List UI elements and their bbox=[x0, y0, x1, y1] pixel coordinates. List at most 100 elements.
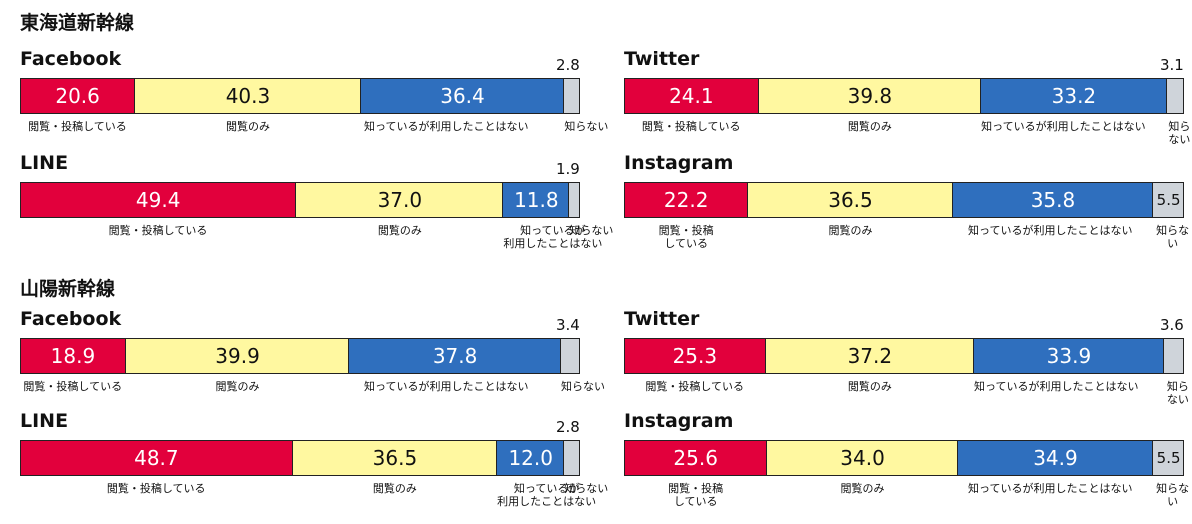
segment-label: 知っているが利用したことはない bbox=[364, 120, 529, 133]
value-label: 11.8 bbox=[514, 188, 559, 212]
bar-segment bbox=[564, 440, 580, 476]
value-label: 22.2 bbox=[663, 188, 709, 212]
bar-segment bbox=[1166, 78, 1184, 114]
segment-label: 閲覧のみ bbox=[828, 224, 873, 237]
segment-label: 知っているが利用したことはない bbox=[974, 380, 1139, 393]
bar-segment bbox=[20, 78, 136, 114]
value-label: 37.0 bbox=[377, 188, 423, 212]
segment-label: 知らない bbox=[1156, 482, 1190, 508]
chart-title: Instagram bbox=[624, 410, 734, 432]
value-label: 40.3 bbox=[225, 84, 271, 108]
bar-segment bbox=[624, 182, 749, 218]
bar-segment bbox=[981, 78, 1167, 114]
segment-label: 知らない bbox=[1166, 380, 1189, 406]
value-label: 3.6 bbox=[1160, 316, 1184, 334]
bar-segment bbox=[292, 440, 498, 476]
bar-segment bbox=[349, 338, 561, 374]
bar-segment bbox=[296, 182, 504, 218]
segment-label: 知っているが利用したことはない bbox=[981, 120, 1146, 133]
segment-label: 知っているが利用したことはない bbox=[364, 380, 529, 393]
bar-segment bbox=[20, 182, 297, 218]
bar-segment bbox=[758, 78, 982, 114]
value-label: 3.1 bbox=[1160, 56, 1184, 74]
segment-label: 知っているが 利用したことはない bbox=[503, 224, 603, 250]
segment-label: 閲覧のみ bbox=[215, 380, 260, 393]
chart-title: Facebook bbox=[20, 308, 122, 330]
bar-segment bbox=[20, 338, 126, 374]
segment-label: 閲覧のみ bbox=[847, 120, 892, 133]
bar-segment bbox=[497, 440, 565, 476]
bar-segment bbox=[624, 338, 766, 374]
segment-label: 閲覧・投稿している bbox=[641, 120, 741, 133]
section-title: 東海道新幹線 bbox=[20, 12, 135, 34]
value-label: 20.6 bbox=[55, 84, 100, 108]
value-label: 36.5 bbox=[372, 446, 418, 470]
value-label: 2.8 bbox=[556, 418, 580, 436]
value-label: 37.8 bbox=[432, 344, 478, 368]
value-label: 39.9 bbox=[215, 344, 260, 368]
bar-segment bbox=[135, 78, 361, 114]
segment-label: 閲覧・投稿している bbox=[108, 224, 208, 237]
bar-segment bbox=[503, 182, 570, 218]
value-label: 34.0 bbox=[840, 446, 885, 470]
value-label: 2.8 bbox=[556, 56, 580, 74]
segment-label: 閲覧のみ bbox=[372, 482, 417, 495]
value-label: 37.2 bbox=[847, 344, 893, 368]
bar-segment bbox=[1153, 440, 1184, 476]
value-label: 39.8 bbox=[847, 84, 893, 108]
value-label: 1.9 bbox=[556, 160, 580, 178]
value-label: 3.4 bbox=[556, 316, 580, 334]
segment-label: 閲覧・投稿している bbox=[106, 482, 206, 495]
segment-label: 閲覧のみ bbox=[840, 482, 885, 495]
value-label: 48.7 bbox=[134, 446, 179, 470]
value-label: 36.4 bbox=[440, 84, 485, 108]
value-label: 12.0 bbox=[508, 446, 553, 470]
bar-segment bbox=[624, 78, 759, 114]
bar-segment bbox=[560, 338, 580, 374]
bar-segment bbox=[569, 182, 580, 218]
value-label: 33.9 bbox=[1046, 344, 1092, 368]
chart-title: LINE bbox=[20, 410, 69, 432]
bar-segment bbox=[20, 440, 293, 476]
value-label: 25.3 bbox=[672, 344, 718, 368]
chart-title: LINE bbox=[20, 152, 69, 174]
segment-label: 閲覧・投稿している bbox=[645, 380, 744, 393]
segment-label: 閲覧・投稿している bbox=[28, 120, 127, 133]
bar-segment bbox=[748, 182, 953, 218]
value-label: 5.5 bbox=[1156, 191, 1181, 209]
segment-label: 知らない bbox=[1168, 120, 1191, 146]
segment-label: 知っているが利用したことはない bbox=[968, 482, 1133, 495]
bar-segment bbox=[360, 78, 565, 114]
bar-segment bbox=[1153, 182, 1184, 218]
segment-label: 閲覧のみ bbox=[377, 224, 422, 237]
chart-title: Twitter bbox=[624, 48, 700, 70]
bar-segment bbox=[765, 338, 974, 374]
chart-title: Facebook bbox=[20, 48, 122, 70]
bar-segment bbox=[957, 440, 1154, 476]
bar-segment bbox=[974, 338, 1164, 374]
segment-label: 知らない bbox=[560, 380, 605, 393]
bar-segment bbox=[767, 440, 958, 476]
bar-segment bbox=[564, 78, 580, 114]
value-label: 25.6 bbox=[673, 446, 718, 470]
value-label: 18.9 bbox=[50, 344, 96, 368]
segment-label: 閲覧のみ bbox=[225, 120, 270, 133]
segment-label: 閲覧・投稿 している bbox=[668, 482, 724, 508]
chart-title: Twitter bbox=[624, 308, 700, 330]
segment-label: 知っているが利用したことはない bbox=[968, 224, 1133, 237]
segment-label: 知っているが 利用したことはない bbox=[497, 482, 597, 508]
value-label: 35.8 bbox=[1030, 188, 1076, 212]
segment-label: 知らない bbox=[564, 120, 609, 133]
value-label: 24.1 bbox=[669, 84, 714, 108]
segment-label: 知らない bbox=[1156, 224, 1190, 250]
segment-label: 閲覧のみ bbox=[847, 380, 892, 393]
value-label: 49.4 bbox=[135, 188, 181, 212]
segment-label: 知らない bbox=[569, 224, 614, 237]
segment-label: 知らない bbox=[564, 482, 609, 495]
segment-label: 閲覧・投稿 している bbox=[658, 224, 714, 250]
bar-segment bbox=[952, 182, 1154, 218]
value-label: 36.5 bbox=[828, 188, 873, 212]
bar-segment bbox=[125, 338, 350, 374]
section-title: 山陽新幹線 bbox=[20, 278, 116, 300]
